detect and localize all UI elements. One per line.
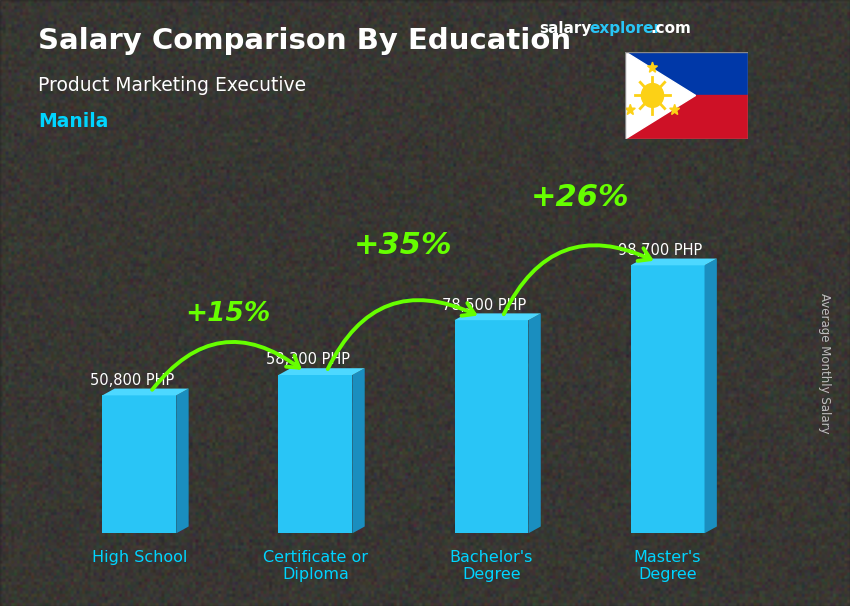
Polygon shape: [626, 104, 635, 115]
Polygon shape: [529, 313, 541, 533]
Polygon shape: [631, 259, 717, 265]
Polygon shape: [279, 368, 365, 375]
Text: +35%: +35%: [354, 231, 453, 260]
Text: 50,800 PHP: 50,800 PHP: [90, 373, 174, 388]
Polygon shape: [102, 388, 189, 395]
Bar: [625, 52, 748, 95]
Polygon shape: [625, 52, 695, 139]
Polygon shape: [455, 313, 541, 320]
Text: Salary Comparison By Education: Salary Comparison By Education: [38, 27, 571, 55]
Polygon shape: [353, 368, 365, 533]
Text: +26%: +26%: [530, 183, 629, 212]
Bar: [279, 375, 353, 533]
Text: 58,300 PHP: 58,300 PHP: [266, 353, 350, 367]
Polygon shape: [648, 62, 657, 72]
Bar: [625, 95, 748, 139]
Text: .com: .com: [650, 21, 691, 36]
Text: 78,500 PHP: 78,500 PHP: [442, 298, 526, 313]
Polygon shape: [670, 104, 680, 115]
Text: Product Marketing Executive: Product Marketing Executive: [38, 76, 306, 95]
Bar: [102, 395, 176, 533]
Polygon shape: [705, 259, 717, 533]
Bar: [631, 265, 705, 533]
Text: 98,700 PHP: 98,700 PHP: [618, 243, 702, 258]
Polygon shape: [176, 388, 189, 533]
Text: +15%: +15%: [184, 301, 270, 327]
Text: salary: salary: [540, 21, 592, 36]
Circle shape: [642, 84, 664, 107]
Bar: [455, 320, 529, 533]
Text: explorer: explorer: [589, 21, 661, 36]
Text: Manila: Manila: [38, 112, 109, 131]
Text: Average Monthly Salary: Average Monthly Salary: [819, 293, 831, 434]
